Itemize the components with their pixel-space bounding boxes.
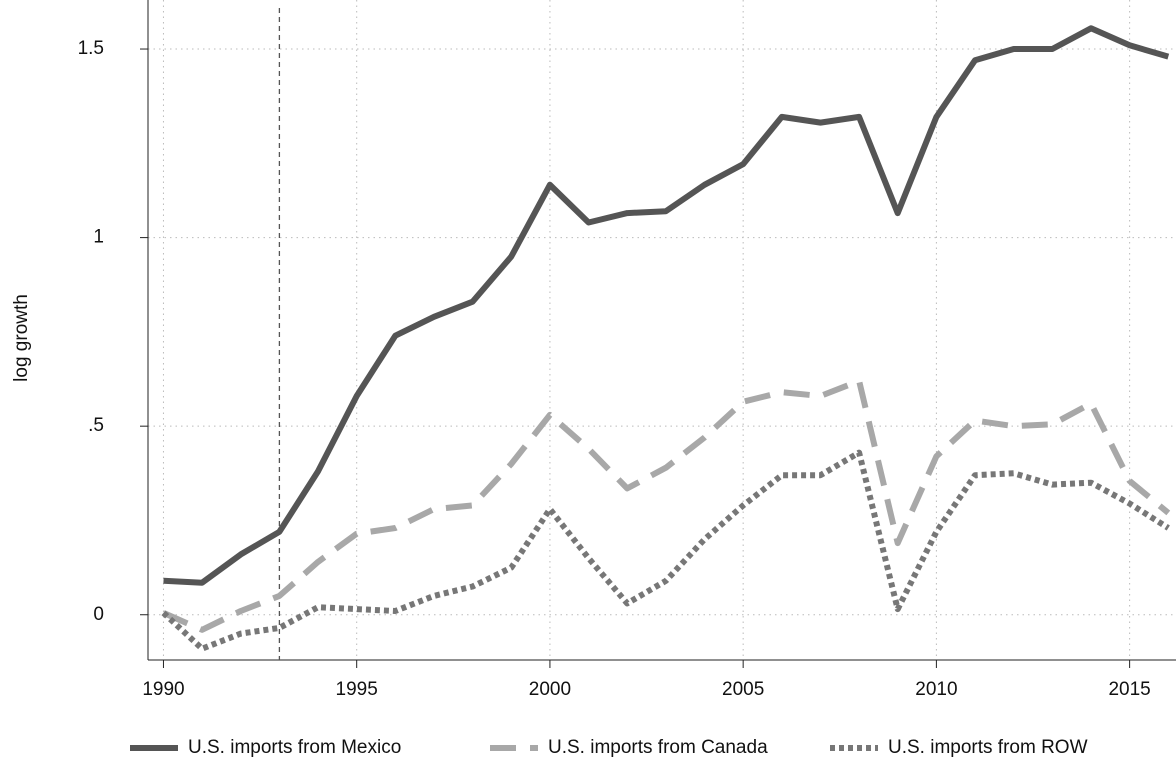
x-tick-label: 2005 [722,679,764,700]
y-tick-label: .5 [88,415,104,436]
series-line [163,25,1170,586]
x-tick-label: 2000 [529,679,571,700]
y-tick-label: 1.5 [78,38,104,59]
legend-label: U.S. imports from Canada [548,737,768,758]
series-line [161,449,1170,652]
x-tick-label: 1995 [336,679,378,700]
legend-label: U.S. imports from Mexico [188,737,401,758]
x-tick-label: 1990 [142,679,184,700]
series-line [162,377,1171,633]
x-tick-label: 2015 [1108,679,1150,700]
x-tick-label: 2010 [915,679,957,700]
y-tick-label: 1 [93,227,104,248]
y-tick-label: 0 [93,604,104,625]
legend-label: U.S. imports from ROW [888,737,1088,758]
y-axis-label: log growth [11,294,32,382]
